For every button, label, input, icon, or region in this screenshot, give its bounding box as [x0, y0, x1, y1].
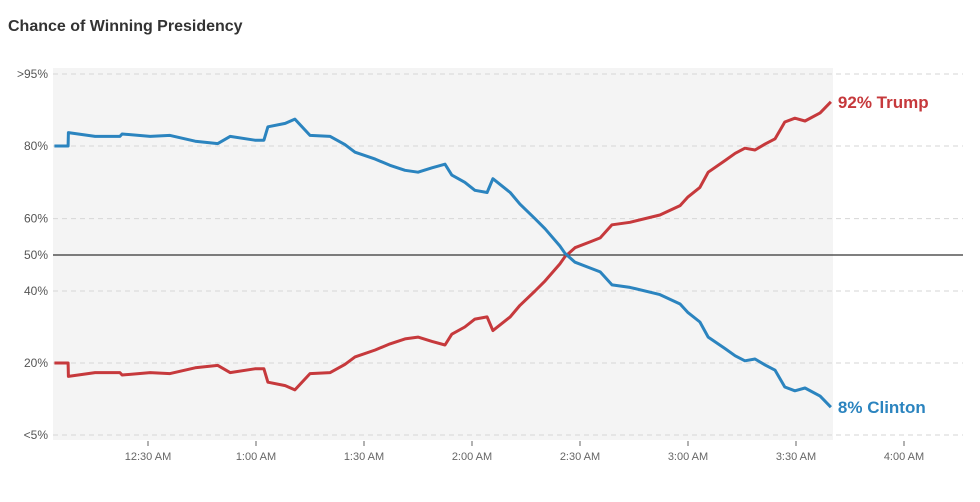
- x-tick-label: 2:00 AM: [452, 451, 492, 463]
- x-tick-label: 1:00 AM: [236, 451, 276, 463]
- plot-shaded-area: [53, 68, 833, 440]
- y-tick-label: 60%: [24, 212, 48, 226]
- clinton-series-line: [54, 117, 832, 409]
- trump-series-line: [54, 100, 832, 392]
- x-tick-label: 1:30 AM: [344, 451, 384, 463]
- y-tick-label: <5%: [24, 428, 49, 442]
- y-tick-label: >95%: [17, 67, 48, 81]
- y-tick-label: 40%: [24, 284, 48, 298]
- y-tick-label: 50%: [24, 248, 48, 262]
- x-tick-label: 3:30 AM: [776, 451, 816, 463]
- x-tick-label: 3:00 AM: [668, 451, 708, 463]
- x-tick-label: 2:30 AM: [560, 451, 600, 463]
- x-tick-label: 12:30 AM: [125, 451, 171, 463]
- y-tick-label: 80%: [24, 139, 48, 153]
- trump-end-label: 92% Trump: [838, 93, 929, 112]
- chart-title: Chance of Winning Presidency: [8, 18, 243, 35]
- x-tick-label: 4:00 AM: [884, 451, 924, 463]
- y-tick-label: 20%: [24, 356, 48, 370]
- clinton-end-label: 8% Clinton: [838, 398, 926, 417]
